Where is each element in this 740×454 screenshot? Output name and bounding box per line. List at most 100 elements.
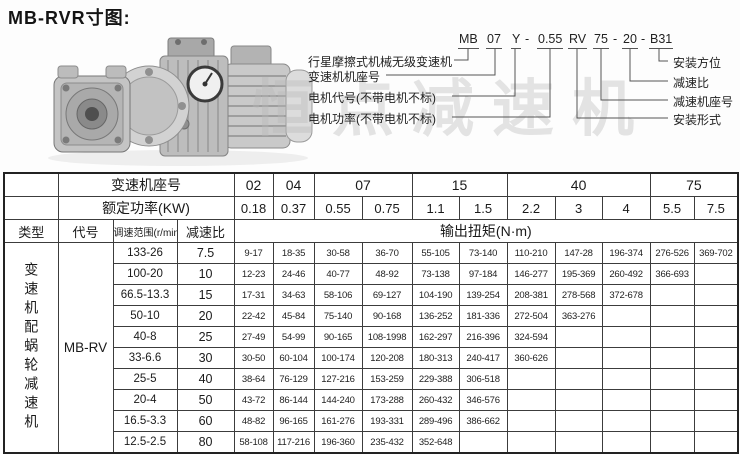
power-cell: 5.5 (649, 196, 695, 220)
torque-cell: 30-58 (313, 242, 363, 264)
ratio-cell: 60 (176, 410, 235, 432)
torque-cell: 48-82 (233, 410, 274, 432)
label-reducer-frame: 减速机座号 (673, 95, 734, 109)
ratio-cell: 25 (176, 326, 235, 348)
torque-cell: 110-210 (506, 242, 556, 264)
torque-cell: 196-374 (601, 242, 651, 264)
power-cell: 4 (601, 196, 651, 220)
torque-cell: 43-72 (233, 389, 274, 411)
table-row: 66.5-13.3 15 17-31 34-63 58-106 69-127 104-190… (4, 284, 739, 306)
torque-cell: 108-1998 (361, 326, 413, 348)
torque-cell (649, 368, 695, 390)
speed-range-cell: 12.5-2.5 (112, 431, 178, 454)
torque-cell: 120-208 (361, 347, 413, 369)
speed-range-cell: 20-4 (112, 389, 178, 411)
table-row: 12.5-2.5 80 58-108 117-216 196-360 235-432 352… (4, 431, 739, 454)
torque-cell: 240-417 (458, 347, 508, 369)
code-segment-rv: RV (568, 32, 588, 49)
torque-cell: 276-526 (649, 242, 695, 264)
torque-cell: 147-28 (554, 242, 603, 264)
torque-cell: 58-108 (233, 431, 274, 454)
torque-cell: 180-313 (411, 347, 460, 369)
torque-cell (649, 347, 695, 369)
code-segment-power: 0.55 (537, 32, 564, 49)
speed-range-cell: 33-6.6 (112, 347, 178, 369)
col-header-type: 类型 (3, 219, 59, 243)
torque-cell (649, 389, 695, 411)
torque-cell: 386-662 (458, 410, 508, 432)
frame-size-group: 07 (313, 172, 413, 197)
ratio-cell: 20 (176, 305, 235, 327)
code-dash: - (613, 32, 618, 46)
frame-size-group: 04 (272, 172, 315, 197)
torque-cell: 17-31 (233, 284, 274, 306)
torque-cell: 260-432 (411, 389, 460, 411)
type-cell: 变速机配蜗轮减速机 (3, 242, 59, 454)
torque-cell (693, 284, 739, 306)
torque-cell: 86-144 (272, 389, 315, 411)
gearmotor-photo (48, 37, 313, 166)
torque-cell (554, 347, 603, 369)
torque-cell: 58-106 (313, 284, 363, 306)
table-row: 50-10 20 22-42 45-84 75-140 90-168 136-252 181-… (4, 305, 739, 327)
ratio-cell: 15 (176, 284, 235, 306)
table-row: 25-5 40 38-64 76-129 127-216 153-259 229-388 30… (4, 368, 739, 390)
torque-cell (693, 305, 739, 327)
col-header-code: 代号 (57, 219, 114, 243)
torque-cell (506, 431, 556, 454)
ratio-cell: 50 (176, 389, 235, 411)
torque-cell: 40-77 (313, 263, 363, 285)
power-cell: 1.5 (458, 196, 508, 220)
speed-range-cell: 50-10 (112, 305, 178, 327)
corner-blank-1 (3, 172, 59, 197)
torque-cell: 369-702 (693, 242, 739, 264)
label-mount-form: 安装形式 (673, 113, 722, 127)
code-segment-motor: Y (511, 32, 522, 49)
frame-size-group: 02 (233, 172, 274, 197)
ratio-cell: 10 (176, 263, 235, 285)
torque-cell: 69-127 (361, 284, 413, 306)
frame-size-group: 75 (649, 172, 739, 197)
table-row: 20-4 50 43-72 86-144 144-240 173-288 260-432 34… (4, 389, 739, 411)
torque-cell: 289-496 (411, 410, 460, 432)
torque-cell: 104-190 (411, 284, 460, 306)
code-segment-75: 75 (593, 32, 609, 49)
torque-cell (649, 284, 695, 306)
torque-cell (506, 410, 556, 432)
speed-range-cell: 133-26 (112, 242, 178, 264)
torque-cell: 278-568 (554, 284, 603, 306)
torque-cell (601, 431, 651, 454)
torque-cell: 229-388 (411, 368, 460, 390)
torque-cell: 73-138 (411, 263, 460, 285)
torque-cell (693, 347, 739, 369)
torque-cell (506, 368, 556, 390)
torque-cell: 346-576 (458, 389, 508, 411)
table-row: 变速机配蜗轮减速机 MB-RV 133-26 7.5 9-17 18-35 30-58 36-… (3, 242, 739, 454)
worm-gearbox-shape (53, 65, 131, 153)
table-row: 40-8 25 27-49 54-99 90-165 108-1998 162-297 216… (4, 326, 739, 348)
torque-cell: 144-240 (313, 389, 363, 411)
torque-cell (601, 410, 651, 432)
power-cell: 0.75 (361, 196, 413, 220)
torque-cell: 24-46 (272, 263, 315, 285)
torque-cell (601, 326, 651, 348)
torque-cell: 96-165 (272, 410, 315, 432)
torque-cell (649, 326, 695, 348)
header-row-power: 额定功率(KW) 0.18 0.37 0.55 0.75 1.1 1.5 2.2 3 4 5.5 7… (3, 196, 739, 220)
header-row-cols: 类型 代号 调速范围(r/min) 减速比 输出扭矩(N·m) (3, 219, 739, 243)
torque-cell (693, 410, 739, 432)
speed-range-cell: 66.5-13.3 (112, 284, 178, 306)
torque-cell (693, 368, 739, 390)
code-dash: - (641, 32, 646, 46)
code-segment-ratio: 20 (622, 32, 638, 49)
torque-cell: 272-504 (506, 305, 556, 327)
label-frame-no: 变速机机座号 (308, 70, 381, 84)
torque-cell (458, 431, 508, 454)
ratio-cell: 7.5 (176, 242, 235, 264)
torque-cell: 161-276 (313, 410, 363, 432)
torque-cell (649, 410, 695, 432)
torque-cell: 54-99 (272, 326, 315, 348)
ratio-cell: 30 (176, 347, 235, 369)
power-cell: 0.37 (272, 196, 315, 220)
photo-shadow (48, 150, 308, 166)
